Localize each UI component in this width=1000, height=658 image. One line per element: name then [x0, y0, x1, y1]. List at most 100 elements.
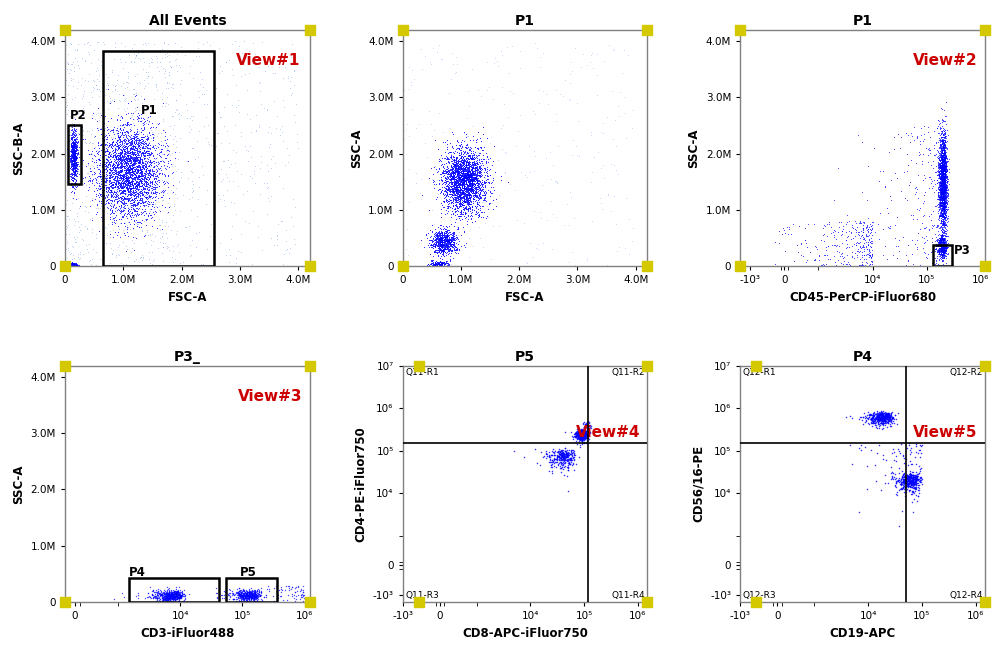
Point — [68, 134, 84, 144]
Point — [935, 164, 951, 175]
Point — [108, 178, 124, 189]
Point — [935, 159, 951, 169]
Point — [868, 409, 884, 420]
Point — [462, 176, 478, 186]
Point — [460, 205, 476, 215]
Point — [104, 95, 120, 105]
Point — [935, 141, 951, 151]
Point — [112, 167, 128, 178]
Point — [119, 164, 135, 175]
Point — [69, 56, 85, 66]
Point — [172, 79, 188, 89]
Point — [430, 239, 446, 249]
Point — [437, 240, 453, 251]
Point — [932, 186, 948, 197]
Point — [935, 239, 951, 249]
Point — [937, 208, 953, 218]
Point — [550, 459, 566, 470]
Point — [238, 595, 254, 605]
Point — [63, 139, 79, 150]
Point — [100, 159, 116, 170]
Point — [147, 206, 163, 216]
Point — [431, 257, 447, 268]
Point — [572, 430, 588, 441]
Point — [937, 180, 953, 191]
Point — [933, 249, 949, 260]
Point — [550, 141, 566, 152]
Point — [447, 174, 463, 184]
Point — [59, 261, 75, 272]
Point — [141, 149, 157, 160]
Point — [232, 589, 248, 599]
Point — [432, 231, 448, 241]
Point — [938, 189, 954, 199]
Point — [112, 155, 128, 165]
Point — [139, 134, 155, 144]
Point — [134, 194, 150, 205]
Point — [125, 176, 141, 186]
Point — [934, 247, 950, 257]
Point — [111, 168, 127, 178]
Point — [435, 234, 451, 245]
Point — [934, 249, 950, 260]
Point — [935, 236, 951, 246]
Point — [159, 150, 175, 161]
Point — [274, 127, 290, 138]
Point — [167, 205, 183, 215]
Point — [460, 172, 476, 183]
Point — [898, 482, 914, 492]
Point — [122, 169, 138, 180]
Point — [118, 175, 134, 186]
Point — [129, 155, 145, 165]
Point — [904, 482, 920, 492]
Point — [937, 182, 953, 193]
Point — [875, 411, 891, 421]
Point — [100, 197, 116, 207]
Point — [935, 139, 951, 150]
Point — [59, 109, 75, 119]
Point — [935, 193, 951, 203]
Point — [862, 228, 878, 238]
Point — [934, 175, 950, 186]
Point — [934, 177, 950, 188]
Point — [429, 228, 445, 238]
Point — [935, 149, 951, 160]
Point — [458, 163, 474, 174]
Point — [62, 259, 78, 269]
Point — [168, 582, 184, 593]
Point — [246, 592, 262, 602]
Point — [427, 236, 443, 247]
Point — [120, 150, 136, 161]
Point — [932, 177, 948, 188]
Point — [917, 172, 933, 183]
Point — [435, 137, 451, 147]
Point — [245, 590, 261, 601]
Point — [130, 146, 146, 157]
Point — [131, 177, 147, 188]
Point — [66, 155, 82, 165]
Point — [937, 180, 953, 190]
Point — [66, 172, 82, 183]
Point — [461, 155, 477, 166]
Point — [572, 426, 588, 437]
Point — [59, 146, 75, 157]
Point — [874, 413, 890, 424]
Point — [171, 593, 187, 603]
Point — [573, 435, 589, 445]
Point — [133, 166, 149, 177]
Point — [105, 163, 121, 173]
Point — [938, 193, 954, 203]
Point — [435, 167, 451, 178]
Point — [113, 197, 129, 207]
Point — [460, 170, 476, 180]
Point — [462, 256, 478, 266]
Point — [445, 159, 461, 169]
Point — [476, 186, 492, 197]
Point — [449, 168, 465, 178]
Point — [458, 188, 474, 199]
Point — [932, 151, 948, 161]
Point — [936, 163, 952, 173]
Point — [909, 495, 925, 506]
Point — [460, 160, 476, 170]
Point — [67, 134, 83, 145]
